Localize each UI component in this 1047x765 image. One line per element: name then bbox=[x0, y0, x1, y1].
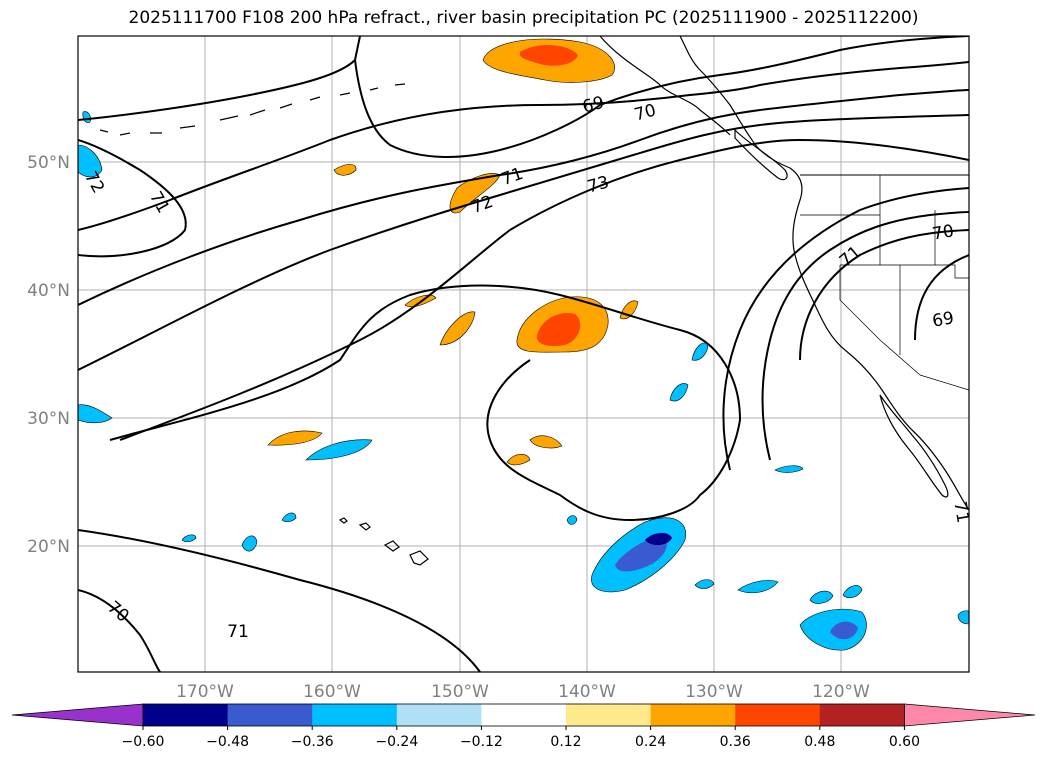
colorbar-tick-label: −0.48 bbox=[206, 734, 249, 750]
colorbar-tick-label: 0.24 bbox=[635, 734, 666, 750]
colorbar-outline bbox=[142, 703, 905, 727]
precip-area-small6 bbox=[529, 435, 563, 449]
contour-69 bbox=[78, 36, 969, 158]
colorbar-cell bbox=[312, 704, 398, 726]
longitude-labels: 170°W 160°W 150°W 140°W 130°W 120°W bbox=[176, 682, 870, 702]
lat-label: 40°N bbox=[27, 281, 70, 301]
precip-neg-west2 bbox=[78, 404, 113, 424]
precip-area-jet bbox=[449, 173, 501, 214]
lon-label: 140°W bbox=[558, 682, 616, 702]
precip-area-small2 bbox=[439, 311, 476, 346]
contour-inner-loop bbox=[109, 284, 742, 522]
precip-area-small1 bbox=[333, 164, 357, 176]
colorbar-tick-label: 0.60 bbox=[889, 734, 920, 750]
precip-neg-small7 bbox=[842, 585, 863, 599]
precip-core-north bbox=[519, 44, 578, 66]
lon-label: 170°W bbox=[176, 682, 234, 702]
contour-east-72 bbox=[722, 187, 969, 471]
north-america-coast bbox=[679, 36, 969, 511]
contour-east-71 bbox=[761, 211, 969, 461]
precip-neg-small12 bbox=[566, 515, 578, 525]
colorbar-cell bbox=[650, 704, 736, 726]
colorbar-tick-label: 0.12 bbox=[550, 734, 581, 750]
contour-east-69 bbox=[914, 254, 969, 341]
contour-sw-70 bbox=[78, 589, 161, 672]
contour-east-70 bbox=[799, 229, 969, 361]
map-title: 2025111700 F108 200 hPa refract., river … bbox=[128, 8, 919, 28]
precip-neg-se-edge bbox=[957, 610, 969, 625]
colorbar-tick-label: −0.12 bbox=[460, 734, 503, 750]
contour-73 bbox=[119, 138, 969, 441]
precip-neg-west1 bbox=[78, 144, 103, 178]
colorbar-tick-label: −0.60 bbox=[122, 734, 165, 750]
lat-label: 20°N bbox=[27, 537, 70, 557]
precip-neg-small6 bbox=[809, 590, 834, 604]
colorbar-tick-label: −0.36 bbox=[291, 734, 334, 750]
lon-label: 160°W bbox=[303, 682, 361, 702]
precip-core-central bbox=[536, 312, 581, 347]
contour-label: 71 bbox=[949, 500, 972, 525]
precip-neg-small1 bbox=[305, 439, 373, 461]
baja-california bbox=[879, 394, 949, 498]
colorbar-tick-label: −0.24 bbox=[375, 734, 418, 750]
precip-neg-small4 bbox=[774, 465, 804, 473]
map-background bbox=[78, 36, 969, 672]
lat-label: 50°N bbox=[27, 153, 70, 173]
colorbar-cell bbox=[819, 704, 905, 726]
latitude-labels: 50°N 40°N 30°N 20°N bbox=[27, 153, 70, 557]
colorbar-extend-low bbox=[11, 703, 144, 727]
precip-shading bbox=[78, 38, 969, 651]
contour-west-71 bbox=[78, 139, 187, 258]
contour-label: 70 bbox=[931, 221, 956, 244]
colorbar: −0.60 −0.48 −0.36 −0.24 −0.12 0.12 0.24 0.36 0.4… bbox=[11, 703, 1036, 750]
precip-neg-small8 bbox=[241, 535, 258, 552]
hawaii-islands bbox=[338, 517, 429, 566]
colorbar-cell bbox=[481, 704, 567, 726]
vancouver-island bbox=[734, 128, 788, 181]
precip-neg-small9 bbox=[281, 512, 297, 523]
contour-sw-71 bbox=[78, 529, 481, 672]
lat-label: 30°N bbox=[27, 409, 70, 429]
contour-71-upper bbox=[78, 89, 969, 306]
contour-72 bbox=[78, 114, 969, 371]
refractivity-contours bbox=[78, 36, 969, 672]
map-frame bbox=[77, 35, 970, 673]
state-borders bbox=[800, 175, 969, 391]
precip-neg-small10 bbox=[181, 534, 197, 543]
coastlines bbox=[99, 36, 969, 566]
precip-area-small7 bbox=[506, 453, 531, 466]
lon-label: 150°W bbox=[431, 682, 489, 702]
colorbar-cell bbox=[566, 704, 652, 726]
precip-area-small5 bbox=[267, 430, 323, 446]
contour-label: 71 bbox=[227, 622, 249, 642]
colorbar-cell bbox=[227, 704, 313, 726]
colorbar-cell bbox=[143, 704, 229, 726]
precip-neg-small11 bbox=[694, 579, 715, 589]
gridlines bbox=[78, 36, 969, 672]
colorbar-cell bbox=[735, 704, 821, 726]
colorbar-cell bbox=[396, 704, 482, 726]
precip-neg-core2 bbox=[645, 532, 672, 546]
precip-neg-se-core bbox=[830, 621, 858, 640]
colorbar-tick-label: 0.36 bbox=[720, 734, 751, 750]
precip-neg-small3 bbox=[669, 383, 689, 402]
lon-label: 130°W bbox=[685, 682, 743, 702]
contour-label: 69 bbox=[931, 308, 956, 331]
colorbar-tick-label: 0.48 bbox=[804, 734, 835, 750]
colorbar-extend-high bbox=[904, 703, 1036, 727]
lon-label: 120°W bbox=[812, 682, 870, 702]
contour-70 bbox=[78, 61, 969, 231]
aleutian-islands bbox=[99, 83, 406, 136]
precip-neg-small5 bbox=[737, 580, 779, 594]
